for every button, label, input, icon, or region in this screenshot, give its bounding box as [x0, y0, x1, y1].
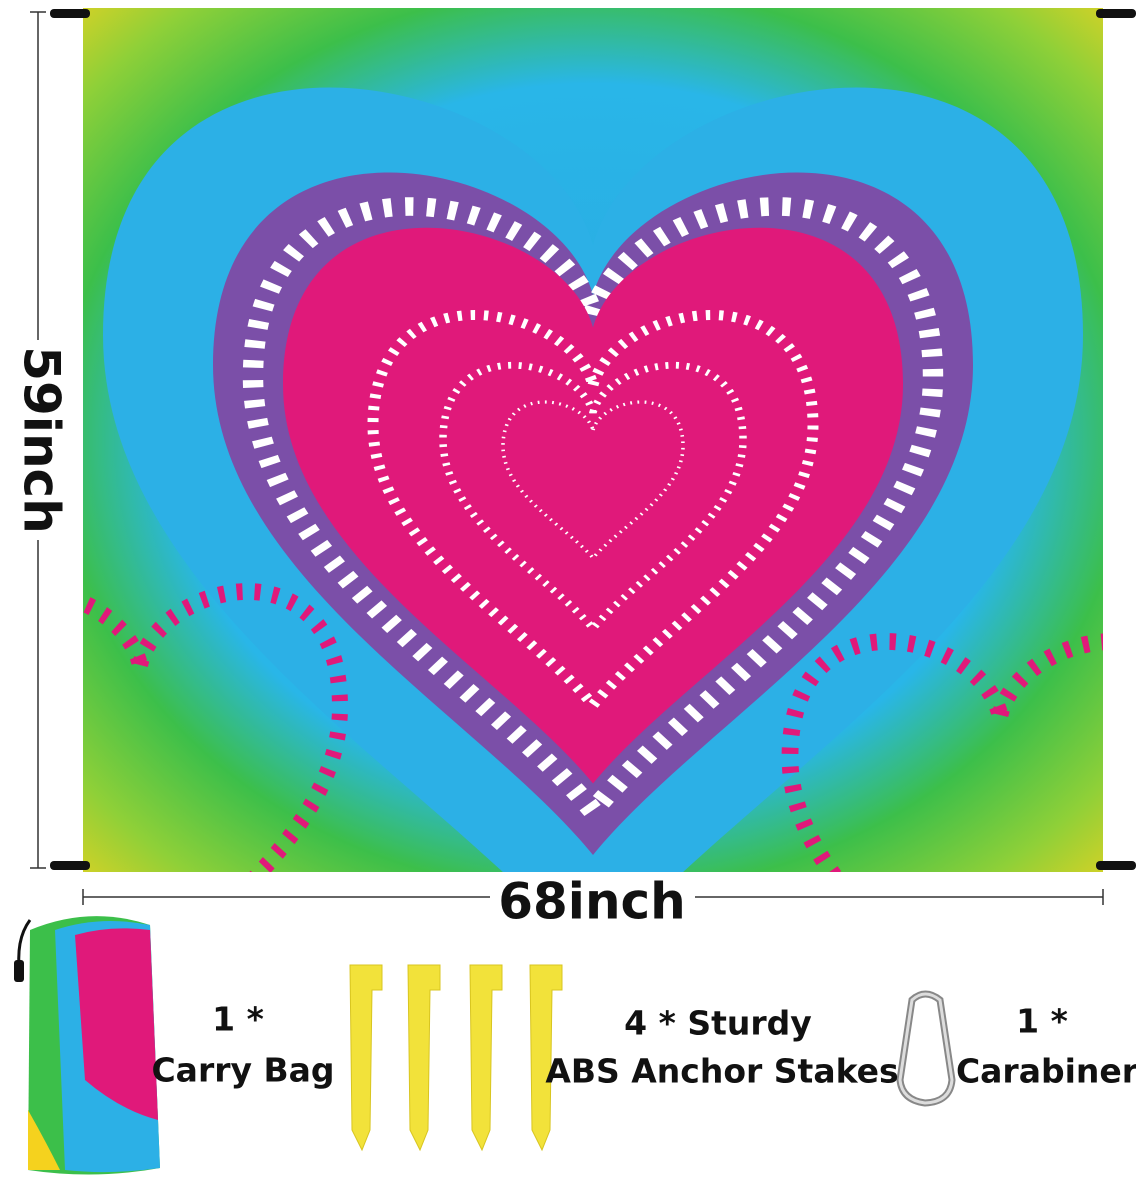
item-label: ABS Anchor Stakes — [545, 1052, 898, 1091]
carabiner — [896, 990, 956, 1107]
stakes — [349, 964, 563, 1152]
height-label: 59inch — [13, 346, 71, 534]
carry-bag — [14, 916, 160, 1175]
item-label: Carabiner — [956, 1052, 1136, 1091]
item-count: 1 * — [1016, 1002, 1068, 1041]
blanket — [83, 8, 1103, 872]
item-count: 1 * — [212, 1000, 264, 1039]
item-count: 4 * Sturdy — [624, 1004, 812, 1043]
corner-straps — [50, 9, 1136, 870]
item-label: Carry Bag — [151, 1051, 334, 1090]
dimension-lines — [30, 11, 1104, 905]
width-label: 68inch — [498, 873, 686, 931]
